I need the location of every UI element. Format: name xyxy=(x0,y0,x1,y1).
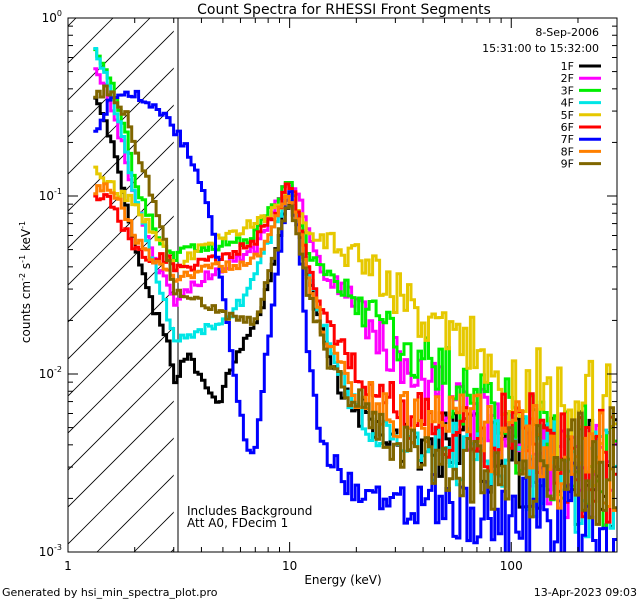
hatch-line xyxy=(0,0,68,552)
legend-label: 1F xyxy=(561,60,574,73)
hatch-line xyxy=(68,400,174,508)
annotation-background: Includes Background xyxy=(187,504,312,518)
y-tick-label: 100 xyxy=(42,9,62,25)
series-3F xyxy=(93,48,617,530)
series-7F xyxy=(93,89,617,552)
chart-title: Count Spectra for RHESSI Front Segments xyxy=(197,2,491,18)
hatch-line xyxy=(68,252,174,360)
annotation-attenuator: Att A0, FDecim 1 xyxy=(187,516,288,530)
y-tick-label: 10-2 xyxy=(39,365,62,381)
hatch-line xyxy=(68,18,151,101)
legend-label: 3F xyxy=(561,84,574,97)
time-range-label: 15:31:00 to 15:32:00 xyxy=(482,42,599,55)
x-tick-label: 1 xyxy=(64,559,72,573)
generated-by-label: Generated by hsi_min_spectra_plot.pro xyxy=(2,586,218,599)
series-6F xyxy=(93,182,617,524)
y-tick-label: 10-1 xyxy=(39,187,62,203)
series-9F xyxy=(93,84,617,526)
series-8F xyxy=(93,182,617,512)
hatch-line xyxy=(68,363,174,471)
legend-label: 5F xyxy=(561,109,574,122)
legend-label: 7F xyxy=(561,133,574,146)
legend-label: 9F xyxy=(561,158,574,171)
plot-frame xyxy=(67,17,618,553)
timestamp-label: 13-Apr-2023 09:03 xyxy=(534,586,637,599)
hatch-line xyxy=(68,178,174,286)
x-axis-label: Energy (keV) xyxy=(304,573,381,587)
legend-label: 2F xyxy=(561,72,574,85)
legend-label: 4F xyxy=(561,97,574,110)
x-tick-label: 100 xyxy=(500,559,523,573)
hatch-line xyxy=(68,437,174,545)
x-tick-label: 10 xyxy=(282,559,297,573)
legend-label: 8F xyxy=(561,145,574,158)
hatch-line xyxy=(68,18,114,64)
hatch-line xyxy=(0,0,105,552)
legend-label: 6F xyxy=(561,121,574,134)
y-axis-label: counts cm-2 s-1 keV-1 xyxy=(18,221,33,343)
hatch-line xyxy=(68,30,174,138)
y-tick-label: 10-3 xyxy=(39,543,62,559)
date-label: 8-Sep-2006 xyxy=(535,26,599,39)
